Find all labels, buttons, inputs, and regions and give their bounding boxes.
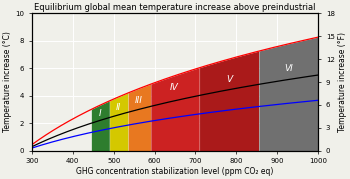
Title: Equilibrium global mean temperature increase above preindustrial: Equilibrium global mean temperature incr…	[34, 3, 316, 13]
Text: I: I	[99, 109, 101, 118]
Text: V: V	[226, 75, 232, 84]
Y-axis label: Temperature increase (°C): Temperature increase (°C)	[4, 32, 13, 132]
Y-axis label: Temperature increase (°F): Temperature increase (°F)	[337, 32, 346, 132]
Text: IV: IV	[170, 83, 178, 92]
X-axis label: GHG concentration stabilization level (ppm CO₂ eq): GHG concentration stabilization level (p…	[76, 166, 274, 176]
Text: III: III	[135, 96, 143, 105]
Text: II: II	[116, 103, 121, 112]
Text: VI: VI	[284, 64, 293, 73]
